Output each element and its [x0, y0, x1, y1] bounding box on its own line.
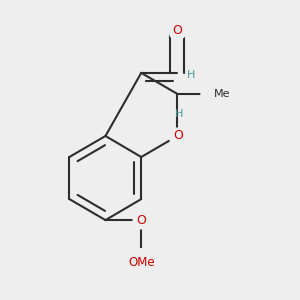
- Text: Me: Me: [214, 89, 230, 99]
- Text: H: H: [175, 109, 183, 118]
- Text: H: H: [187, 70, 196, 80]
- Text: O: O: [172, 24, 182, 37]
- Text: O: O: [136, 214, 146, 226]
- Text: OMe: OMe: [128, 256, 154, 269]
- Text: O: O: [173, 130, 183, 142]
